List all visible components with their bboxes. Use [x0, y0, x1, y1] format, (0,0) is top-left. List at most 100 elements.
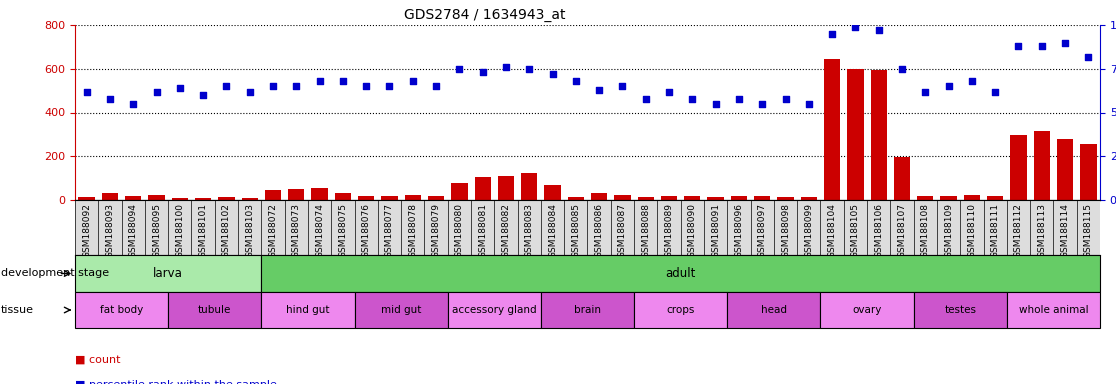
Text: hind gut: hind gut [286, 305, 329, 315]
Point [753, 101, 771, 107]
Bar [1033, 131, 1050, 200]
Text: adult: adult [665, 267, 696, 280]
Text: GSM188087: GSM188087 [618, 203, 627, 258]
Point [451, 66, 469, 72]
Bar [568, 197, 584, 200]
Text: GSM188105: GSM188105 [850, 203, 860, 258]
Text: GSM188103: GSM188103 [246, 203, 254, 258]
Point [963, 78, 981, 84]
Text: GSM188104: GSM188104 [828, 203, 837, 258]
Bar [241, 198, 258, 200]
Text: GSM188114: GSM188114 [1060, 203, 1069, 258]
Text: GSM188093: GSM188093 [105, 203, 115, 258]
Text: GSM188090: GSM188090 [687, 203, 696, 258]
Point [824, 31, 841, 37]
Text: ■ percentile rank within the sample: ■ percentile rank within the sample [75, 380, 277, 384]
Text: GSM188095: GSM188095 [152, 203, 161, 258]
Bar [731, 196, 747, 200]
Text: GSM188085: GSM188085 [571, 203, 580, 258]
Point [614, 83, 632, 89]
Text: accessory gland: accessory gland [452, 305, 537, 315]
Bar [335, 194, 352, 200]
Text: GSM188080: GSM188080 [455, 203, 464, 258]
Text: GSM188091: GSM188091 [711, 203, 720, 258]
Bar [894, 157, 911, 200]
Point [497, 64, 514, 70]
Text: GSM188092: GSM188092 [83, 203, 92, 258]
Text: GSM188100: GSM188100 [175, 203, 184, 258]
Bar [754, 196, 770, 200]
Point [427, 83, 445, 89]
Point [683, 96, 701, 102]
Bar [614, 195, 631, 200]
Text: GSM188083: GSM188083 [525, 203, 533, 258]
Bar [847, 69, 864, 200]
Bar [264, 190, 281, 200]
Bar [219, 197, 234, 200]
Bar [964, 195, 980, 200]
Text: GSM188088: GSM188088 [642, 203, 651, 258]
Bar [288, 189, 305, 200]
Bar [545, 185, 560, 200]
Text: GSM188094: GSM188094 [128, 203, 137, 258]
Text: GDS2784 / 1634943_at: GDS2784 / 1634943_at [404, 8, 566, 22]
Point [147, 88, 165, 94]
Bar [778, 197, 793, 200]
Bar [102, 194, 118, 200]
Bar [172, 198, 187, 200]
Point [1032, 43, 1050, 49]
Bar [1010, 136, 1027, 200]
Text: GSM188072: GSM188072 [269, 203, 278, 258]
Point [730, 96, 748, 102]
Point [567, 78, 585, 84]
Text: tissue: tissue [1, 305, 35, 315]
Text: GSM188073: GSM188073 [291, 203, 301, 258]
Text: GSM188075: GSM188075 [338, 203, 347, 258]
Bar [311, 188, 328, 200]
Text: mid gut: mid gut [381, 305, 422, 315]
Text: GSM188096: GSM188096 [734, 203, 743, 258]
Bar [148, 195, 165, 200]
Text: GSM188101: GSM188101 [199, 203, 208, 258]
Point [1010, 43, 1028, 49]
Bar [78, 197, 95, 200]
Text: GSM188099: GSM188099 [805, 203, 814, 258]
Point [846, 24, 864, 30]
Text: GSM188078: GSM188078 [408, 203, 417, 258]
Point [288, 83, 306, 89]
Text: ■ count: ■ count [75, 355, 121, 365]
Bar [195, 198, 211, 200]
Text: GSM188084: GSM188084 [548, 203, 557, 258]
Bar [917, 196, 933, 200]
Point [218, 83, 235, 89]
Bar [800, 197, 817, 200]
Bar [521, 173, 538, 200]
Point [1079, 53, 1097, 60]
Text: GSM188113: GSM188113 [1037, 203, 1047, 258]
Point [194, 92, 212, 98]
Point [357, 83, 375, 89]
Text: GSM188108: GSM188108 [921, 203, 930, 258]
Text: GSM188098: GSM188098 [781, 203, 790, 258]
Text: GSM188079: GSM188079 [432, 203, 441, 258]
Point [171, 85, 189, 91]
Point [800, 101, 818, 107]
Text: GSM188109: GSM188109 [944, 203, 953, 258]
Point [987, 88, 1004, 94]
Text: GSM188106: GSM188106 [874, 203, 883, 258]
Text: GSM188112: GSM188112 [1014, 203, 1023, 258]
Bar [824, 59, 840, 200]
Text: GSM188077: GSM188077 [385, 203, 394, 258]
Point [381, 83, 398, 89]
Text: GSM188111: GSM188111 [991, 203, 1000, 258]
Text: fat body: fat body [100, 305, 143, 315]
Bar [498, 176, 514, 200]
Text: crops: crops [666, 305, 695, 315]
Bar [987, 196, 1003, 200]
Point [241, 88, 259, 94]
Bar [405, 195, 421, 200]
Point [264, 83, 282, 89]
Text: development stage: development stage [1, 268, 109, 278]
Text: head: head [761, 305, 787, 315]
Text: GSM188076: GSM188076 [362, 203, 371, 258]
